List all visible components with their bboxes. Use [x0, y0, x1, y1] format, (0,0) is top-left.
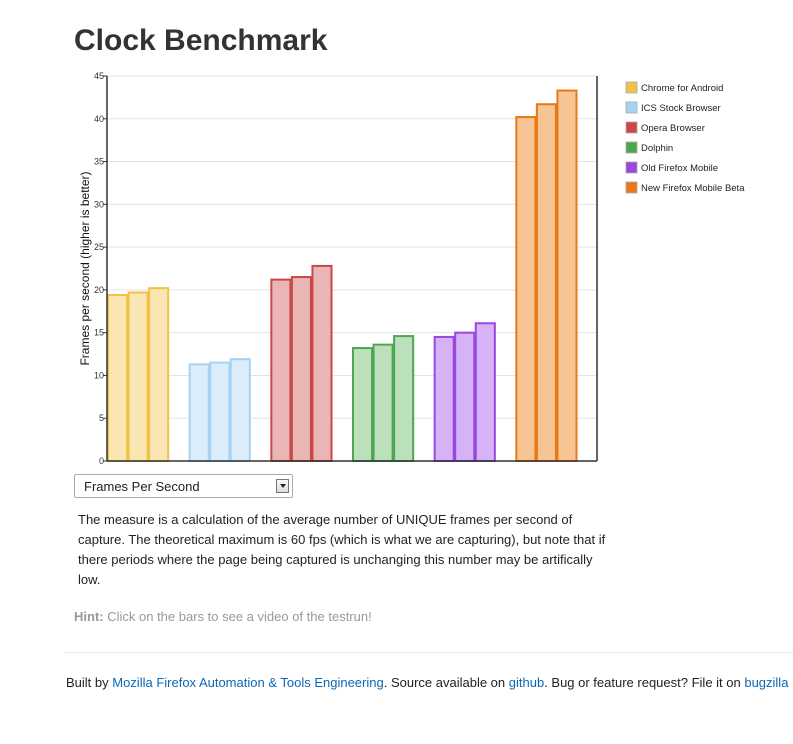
bar[interactable]: [515, 116, 537, 462]
dropdown-arrow-icon[interactable]: [276, 479, 289, 493]
y-tick-label: 25: [94, 242, 104, 252]
y-tick-label: 0: [99, 456, 104, 466]
metric-description: The measure is a calculation of the aver…: [78, 512, 606, 587]
footer-suffix: . Bug or feature request? File it on: [544, 675, 745, 690]
y-tick-label: 5: [99, 413, 104, 423]
y-tick-label: 10: [94, 370, 104, 380]
hint-text: Hint: Click on the bars to see a video o…: [74, 609, 372, 624]
hint-label: Hint:: [74, 609, 104, 624]
y-tick-label: 20: [94, 285, 104, 295]
bar[interactable]: [454, 331, 476, 462]
bar[interactable]: [393, 335, 415, 463]
bar[interactable]: [229, 358, 251, 463]
hint-body: Click on the bars to see a video of the …: [103, 609, 372, 624]
legend-label: ICS Stock Browser: [641, 103, 721, 114]
team-link[interactable]: Mozilla Firefox Automation & Tools Engin…: [112, 675, 384, 690]
bar[interactable]: [148, 287, 170, 462]
bar[interactable]: [290, 276, 312, 462]
bar[interactable]: [535, 103, 557, 462]
bar[interactable]: [107, 294, 129, 462]
bar[interactable]: [433, 335, 455, 463]
bugzilla-link[interactable]: bugzilla: [744, 675, 789, 690]
metric-select-value: Frames Per Second: [84, 478, 200, 494]
legend-swatch: [625, 81, 638, 94]
y-tick-label: 40: [94, 114, 104, 124]
legend-swatch: [625, 181, 638, 194]
bar[interactable]: [556, 89, 578, 463]
footer-divider: [64, 652, 793, 653]
bar[interactable]: [372, 343, 394, 462]
page-title: Clock Benchmark: [74, 24, 328, 57]
bar[interactable]: [311, 264, 333, 462]
y-tick-label: 35: [94, 157, 104, 167]
bar[interactable]: [127, 291, 149, 463]
legend-swatch: [625, 121, 638, 134]
legend-label: New Firefox Mobile Beta: [641, 183, 745, 194]
legend-swatch: [625, 141, 638, 154]
legend-label: Old Firefox Mobile: [641, 163, 718, 174]
metric-select[interactable]: Frames Per Second: [74, 474, 293, 498]
legend-label: Dolphin: [641, 143, 673, 154]
fps-bar-chart: 0 5 10 15 20 25 30 35 40 45 Frames per second (hig…: [78, 71, 745, 466]
footer: Built by Mozilla Firefox Automation & To…: [66, 675, 788, 690]
legend-label: Chrome for Android: [641, 83, 723, 94]
bar[interactable]: [188, 363, 210, 463]
y-tick-label: 45: [94, 71, 104, 81]
bar[interactable]: [270, 278, 292, 462]
github-link[interactable]: github: [508, 675, 545, 690]
legend-swatch: [625, 101, 638, 114]
y-tick-label: 30: [94, 199, 104, 209]
bar[interactable]: [352, 347, 374, 463]
footer-middle: . Source available on: [383, 675, 509, 690]
footer-prefix: Built by: [66, 675, 113, 690]
bar[interactable]: [209, 361, 231, 462]
legend-swatch: [625, 161, 638, 174]
y-axis-label: Frames per second (higher is better): [78, 171, 92, 365]
bar[interactable]: [474, 322, 496, 462]
legend-label: Opera Browser: [641, 123, 705, 134]
y-tick-label: 15: [94, 328, 104, 338]
